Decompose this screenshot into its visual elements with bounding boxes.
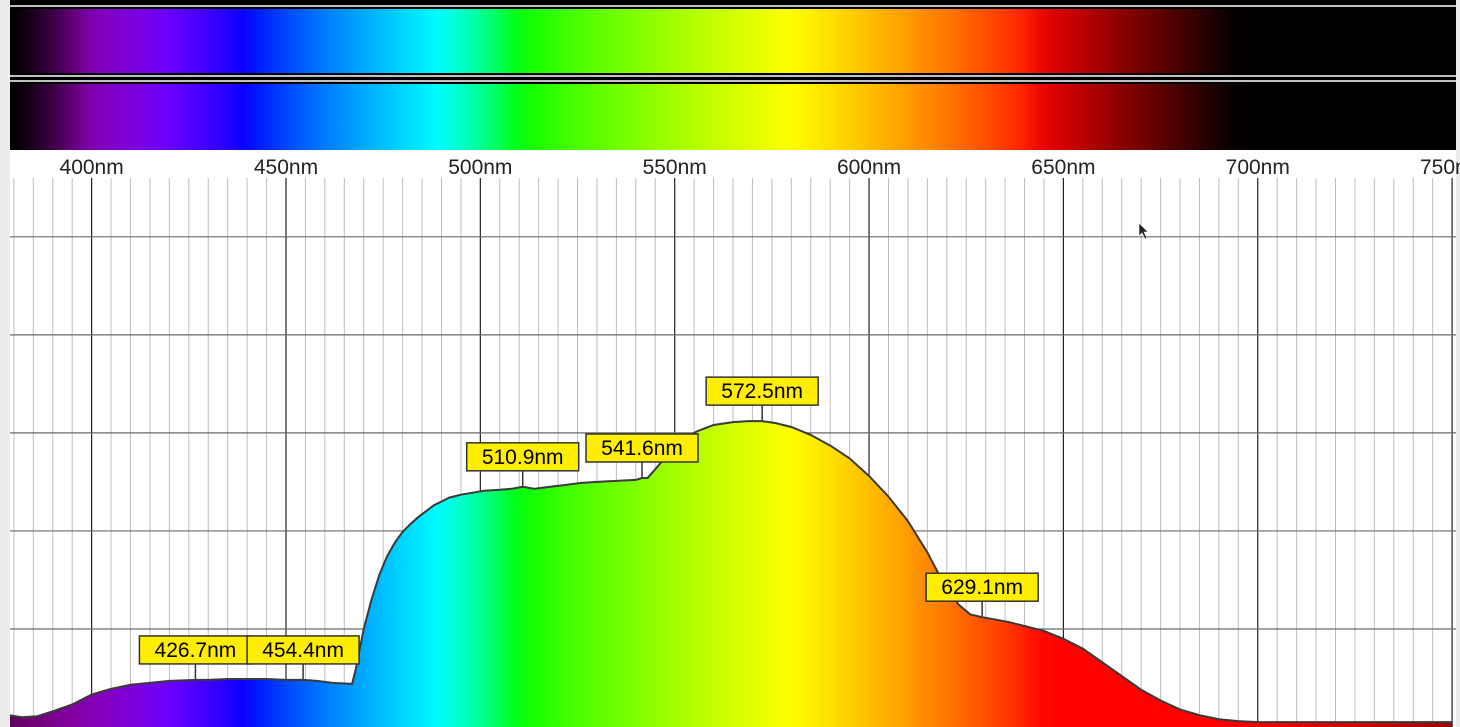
peak-label-text: 510.9nm xyxy=(482,446,564,469)
peak-label-text: 629.1nm xyxy=(941,576,1023,599)
x-tick-label: 650nm xyxy=(1031,156,1095,179)
spectrum-curve xyxy=(10,420,1453,724)
x-tick-label: 500nm xyxy=(448,156,512,179)
x-tick-label: 700nm xyxy=(1226,156,1290,179)
x-tick-label: 750nm xyxy=(1420,156,1460,179)
x-tick-label: 450nm xyxy=(254,156,318,179)
peak-label: 510.9nm xyxy=(465,442,580,486)
upper-spectrum-band xyxy=(10,9,1456,73)
peak-label: 629.1nm xyxy=(925,572,1039,617)
wavelength-axis: 400nm 450nm 500nm 550nm 600nm 650nm 700nm 750nm xyxy=(10,150,1460,179)
peak-label-box xyxy=(465,442,580,472)
reference-spectrum-strip xyxy=(10,0,1456,150)
peak-label: 426.7nm xyxy=(138,635,253,679)
lower-spectrum-band xyxy=(10,84,1456,150)
spectrum-area xyxy=(10,421,1453,727)
peak-label-text: 426.7nm xyxy=(155,639,237,662)
x-tick-label: 600nm xyxy=(837,156,901,179)
peak-label: 572.5nm xyxy=(705,376,819,421)
axis-band xyxy=(10,150,1456,178)
peak-label-layer: 426.7nm 454.4nm 510.9nm 541.6nm 572.5nm 629.1… xyxy=(138,376,1039,679)
peak-label: 541.6nm xyxy=(585,433,699,477)
peak-label-box xyxy=(585,433,699,463)
mouse-cursor-icon xyxy=(1138,222,1149,240)
peak-label-text: 572.5nm xyxy=(721,380,803,403)
x-tick-label: 550nm xyxy=(643,156,707,179)
x-tick-label: 400nm xyxy=(60,156,124,179)
peak-label-box xyxy=(246,635,360,665)
peak-label-box xyxy=(705,376,819,406)
peak-label-text: 454.4nm xyxy=(262,639,344,662)
peak-label-box xyxy=(925,572,1039,602)
peak-label-text: 541.6nm xyxy=(601,437,683,460)
peak-label: 454.4nm xyxy=(246,635,360,679)
